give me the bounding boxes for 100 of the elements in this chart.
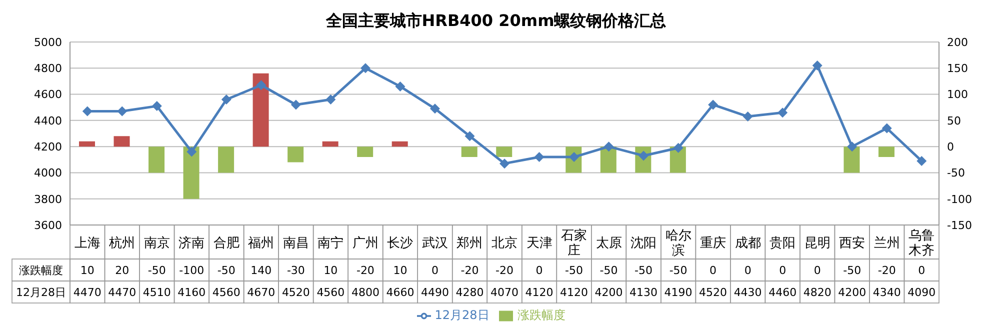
y2-tick-label: 150 xyxy=(947,62,968,76)
data-label: 140 xyxy=(250,264,272,277)
point xyxy=(221,94,232,105)
y2-tick-label: 200 xyxy=(947,36,968,49)
bar xyxy=(357,146,374,158)
bar xyxy=(148,146,165,173)
point xyxy=(673,142,684,153)
data-label: 4070 xyxy=(490,286,518,299)
data-label: -50 xyxy=(843,264,862,277)
data-label: -50 xyxy=(565,264,584,277)
x-tick-label: 太原 xyxy=(596,236,622,251)
legend-label: 涨跌幅度 xyxy=(517,308,566,322)
point xyxy=(708,100,718,110)
data-label: -50 xyxy=(217,264,236,277)
data-label: 4430 xyxy=(734,286,762,299)
point xyxy=(882,123,892,134)
bar xyxy=(252,73,269,147)
data-label: 4340 xyxy=(872,286,901,299)
bar xyxy=(461,146,478,158)
text: 涨跌幅度 xyxy=(19,264,63,277)
data-label: -50 xyxy=(600,264,618,277)
bar xyxy=(218,146,234,173)
bar xyxy=(844,146,860,173)
y-tick-label: 3800 xyxy=(34,192,62,206)
data-label: -100 xyxy=(179,264,204,277)
point xyxy=(326,94,336,105)
y-tick-label: 4000 xyxy=(34,166,62,180)
data-label: 4560 xyxy=(316,286,345,299)
x-tick-label: 贵阳 xyxy=(770,236,796,251)
data-label: 0 xyxy=(814,264,821,277)
point xyxy=(117,106,128,116)
y2-tick-label: 100 xyxy=(947,88,968,102)
data-label: 4470 xyxy=(108,286,136,299)
x-tick-label: 南京 xyxy=(144,236,170,251)
bar xyxy=(322,141,338,147)
bar xyxy=(496,146,512,158)
data-label: 4800 xyxy=(351,286,380,299)
data-label: 10 xyxy=(80,264,94,277)
data-label: -20 xyxy=(496,264,514,277)
data-label: 4190 xyxy=(664,286,692,299)
point xyxy=(256,80,266,90)
x-tick-label: 南昌 xyxy=(282,236,309,251)
point xyxy=(82,106,92,116)
y-tick-label: 4400 xyxy=(34,114,62,128)
y-tick-label: 5000 xyxy=(34,36,62,49)
bar xyxy=(392,141,408,147)
data-label: 0 xyxy=(536,264,543,277)
point xyxy=(360,63,370,74)
x-tick-label: 郑州 xyxy=(456,236,483,251)
data-label: 0 xyxy=(710,264,717,277)
bar xyxy=(183,146,200,199)
x-tick-label: 昆明 xyxy=(804,236,830,251)
y-tick-label: 3600 xyxy=(34,218,62,232)
x-tick-label: 武汉 xyxy=(422,236,448,251)
point xyxy=(812,60,822,71)
chart-title: 全国主要城市HRB400 20mm螺纹钢价格汇总 xyxy=(324,10,668,32)
data-label: -50 xyxy=(634,264,653,277)
point xyxy=(186,146,197,157)
data-label: -20 xyxy=(356,264,374,277)
point xyxy=(916,156,927,166)
data-label: -30 xyxy=(286,264,305,277)
data-label: 4560 xyxy=(212,286,240,299)
data-label: 4200 xyxy=(594,286,623,299)
point xyxy=(742,112,753,122)
point xyxy=(430,104,440,114)
point xyxy=(152,101,162,112)
y-tick-label: 4200 xyxy=(34,140,62,154)
y2-tick-label: 0 xyxy=(947,140,954,154)
data-label: 4160 xyxy=(178,286,206,299)
x-tick-label: 杭州 xyxy=(108,236,136,251)
x-tick-label: 重庆 xyxy=(700,236,726,251)
data-label: 4670 xyxy=(247,286,276,299)
x-tick-label: 北京 xyxy=(492,236,518,251)
x-tick-label: 沈阳 xyxy=(630,236,657,251)
data-label: 4460 xyxy=(768,286,797,299)
x-tick-label: 兰州 xyxy=(874,236,900,251)
point xyxy=(778,108,788,118)
point xyxy=(464,131,475,142)
point xyxy=(534,152,544,162)
x-tick-label: 南宁 xyxy=(318,235,344,251)
x-tick-label: 长沙 xyxy=(387,236,414,251)
point xyxy=(847,142,858,152)
data-label: 4470 xyxy=(73,286,102,299)
x-tick-label: 广州 xyxy=(352,236,378,251)
point xyxy=(395,81,406,92)
x-tick-label: 济南 xyxy=(178,236,205,251)
x-tick-label: 福州 xyxy=(248,236,274,251)
legend-label: 12月28日 xyxy=(434,308,490,322)
bar xyxy=(79,141,95,147)
data-label: 4520 xyxy=(282,286,310,299)
point xyxy=(500,158,510,169)
data-label: 4660 xyxy=(386,286,414,299)
x-tick-label: 石家庄 xyxy=(561,228,588,258)
y2-tick-label: 50 xyxy=(947,114,961,128)
data-label: 4520 xyxy=(699,286,728,299)
x-tick-label: 成都 xyxy=(734,236,761,251)
data-label: 0 xyxy=(744,264,752,277)
x-tick-label: 哈尔滨 xyxy=(665,228,692,258)
y-tick-label: 4600 xyxy=(34,88,62,102)
data-label: 0 xyxy=(431,264,438,277)
